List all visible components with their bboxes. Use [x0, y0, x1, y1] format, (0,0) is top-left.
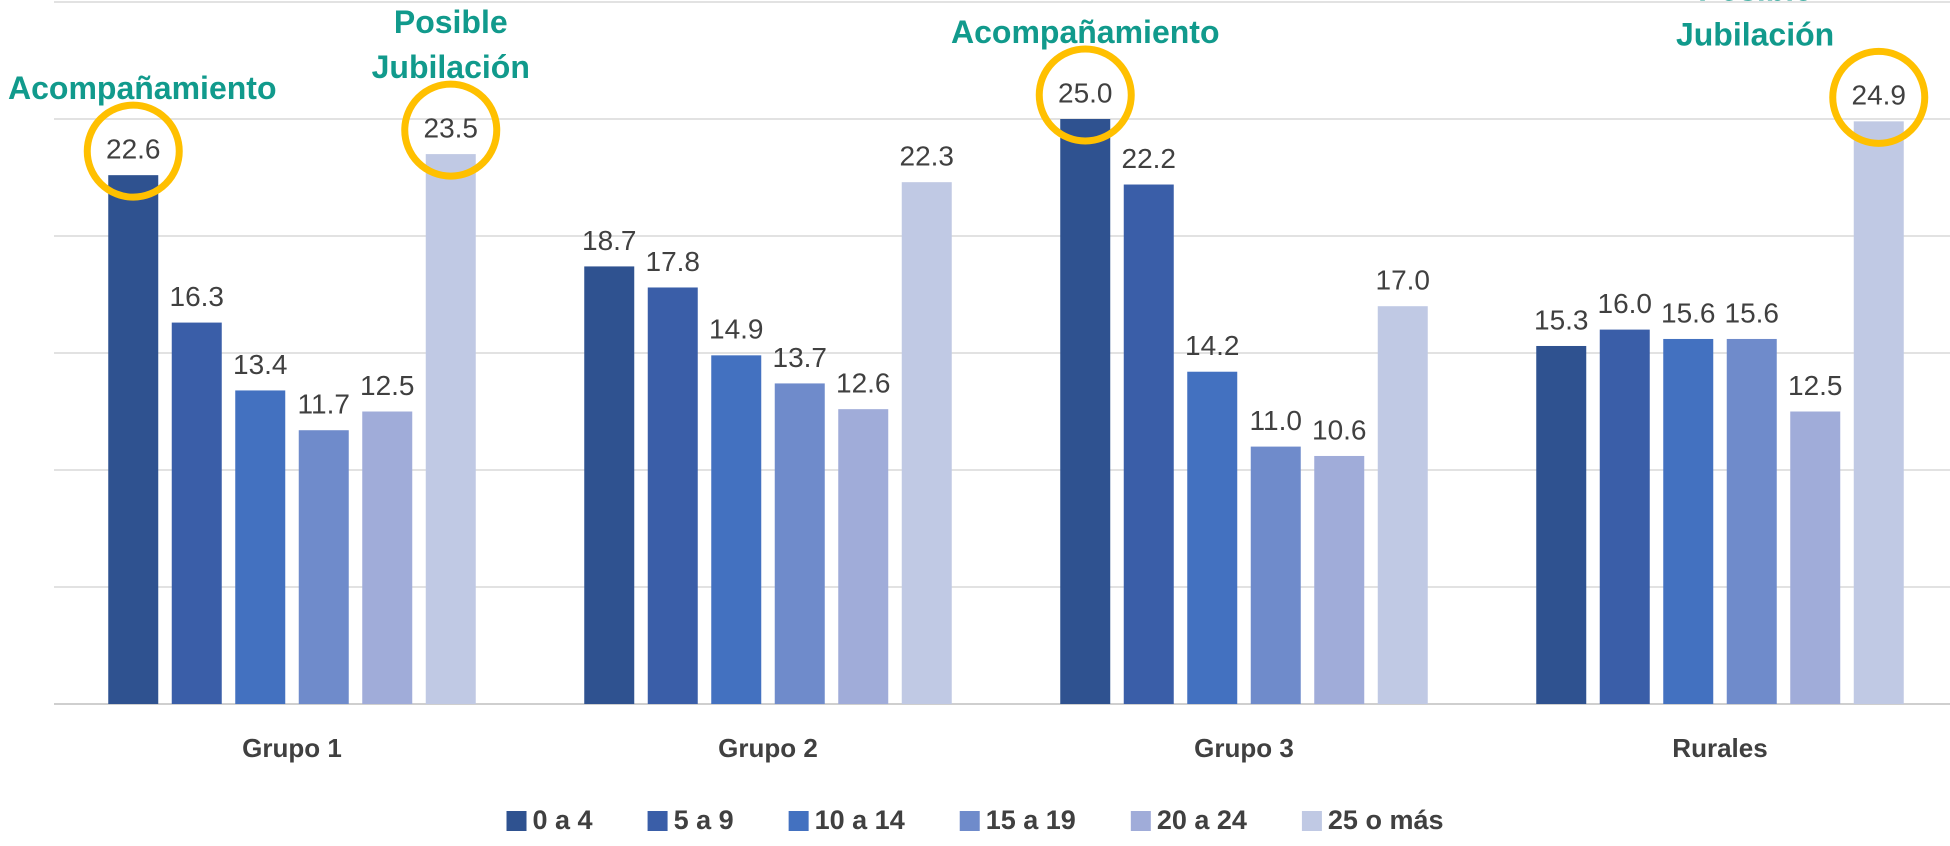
- highlight-circle: [83, 101, 183, 201]
- value-label: 24.9: [1852, 80, 1907, 111]
- bar: [298, 430, 349, 704]
- value-label: 12.6: [836, 368, 891, 399]
- legend-label: 5 a 9: [674, 805, 734, 835]
- bar: [1599, 329, 1650, 704]
- value-label: 25.0: [1058, 77, 1113, 108]
- value-label: 13.4: [233, 349, 288, 380]
- legend-item: 10 a 14: [788, 805, 905, 835]
- value-label: 10.6: [1312, 414, 1367, 445]
- bar: [584, 266, 635, 704]
- bar: [647, 287, 698, 704]
- bar: [362, 411, 413, 704]
- bar: [1060, 119, 1111, 704]
- legend-label: 0 a 4: [533, 805, 593, 835]
- legend-item: 5 a 9: [647, 805, 734, 835]
- legend-swatch: [1130, 811, 1151, 831]
- x-tick-label: Rurales: [1672, 733, 1767, 763]
- bar: [838, 409, 889, 704]
- legend-item: 20 a 24: [1130, 805, 1247, 835]
- value-label: 16.3: [170, 281, 225, 312]
- bar: [1123, 184, 1174, 704]
- value-label: 17.0: [1376, 265, 1431, 296]
- value-label: 22.6: [106, 134, 161, 165]
- legend-swatch: [647, 811, 668, 831]
- annotation: Acompañamiento: [8, 71, 276, 107]
- bar: [1187, 371, 1238, 704]
- bar: [1250, 446, 1301, 704]
- value-label: 15.6: [1661, 297, 1716, 328]
- legend-label: 20 a 24: [1157, 805, 1247, 835]
- legend-swatch: [959, 811, 980, 831]
- bar: [1663, 338, 1714, 704]
- value-label: 11.7: [298, 389, 350, 420]
- value-label: 22.2: [1122, 143, 1177, 174]
- bar: [774, 383, 825, 704]
- bar: [711, 355, 762, 704]
- value-label: 14.9: [709, 314, 764, 345]
- bar: [235, 390, 286, 704]
- value-label: 15.6: [1725, 297, 1780, 328]
- annotation: Acompañamiento: [951, 14, 1219, 50]
- bar: [1314, 455, 1365, 704]
- bar: [1726, 338, 1777, 704]
- value-label: 16.0: [1598, 288, 1653, 319]
- legend-label: 15 a 19: [986, 805, 1076, 835]
- bar: [1536, 345, 1587, 704]
- value-label: 22.3: [900, 141, 955, 172]
- legend-label: 25 o más: [1328, 805, 1444, 835]
- legend-item: 25 o más: [1301, 805, 1444, 835]
- x-tick-label: Grupo 3: [1194, 733, 1294, 763]
- legend-swatch: [506, 811, 527, 831]
- highlight-circle: [1035, 45, 1135, 145]
- bar: [1853, 121, 1904, 705]
- value-label: 18.7: [582, 225, 637, 256]
- value-label: 12.5: [1788, 370, 1843, 401]
- bar: [901, 182, 952, 704]
- value-label: 13.7: [773, 342, 828, 373]
- value-label: 17.8: [646, 246, 701, 277]
- legend-item: 15 a 19: [959, 805, 1076, 835]
- bar: [171, 322, 222, 704]
- highlight-circle: [1829, 47, 1929, 147]
- value-label: 14.2: [1185, 330, 1240, 361]
- bar: [1790, 411, 1841, 704]
- value-label: 12.5: [360, 370, 415, 401]
- value-label: 11.0: [1250, 405, 1302, 436]
- highlight-circle: [401, 80, 501, 180]
- legend-swatch: [1301, 811, 1322, 831]
- bar: [1377, 306, 1428, 704]
- legend-item: 0 a 4: [506, 805, 593, 835]
- x-tick-label: Grupo 2: [718, 733, 818, 763]
- value-label: 23.5: [424, 112, 479, 143]
- bar: [425, 154, 476, 705]
- legend-label: 10 a 14: [815, 805, 905, 835]
- bar: [108, 175, 159, 704]
- value-label: 15.3: [1534, 304, 1589, 335]
- legend-swatch: [788, 811, 809, 831]
- x-tick-label: Grupo 1: [242, 733, 342, 763]
